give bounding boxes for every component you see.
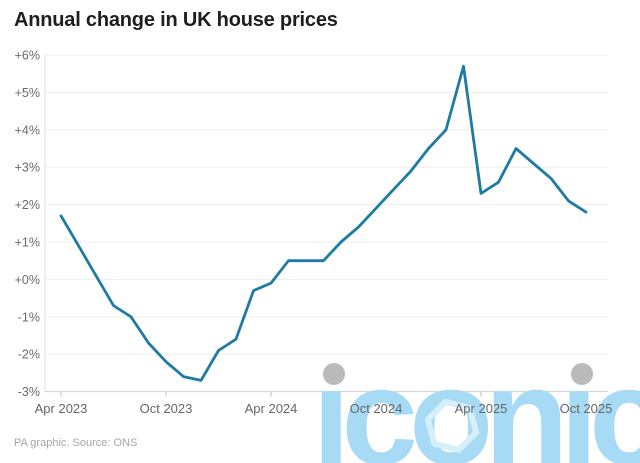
watermark-i-dot-icon	[323, 363, 345, 385]
y-tick-label: -3%	[18, 385, 40, 399]
y-tick-label: +6%	[15, 49, 40, 63]
y-tick-label: -2%	[18, 348, 40, 362]
house-price-line	[59, 64, 588, 382]
chart-title: Annual change in UK house prices	[14, 9, 338, 31]
y-tick-label: +2%	[15, 198, 40, 212]
y-tick-label: +4%	[15, 123, 40, 137]
source-note: PA graphic. Source: ONS	[14, 437, 138, 449]
watermark-hexagon-icon	[424, 398, 480, 454]
watermark-i-dot-icon	[571, 363, 593, 385]
watermark-text: ıconıc	[312, 340, 640, 463]
y-tick-label: +5%	[15, 86, 40, 100]
y-tick-label: +3%	[15, 161, 40, 175]
y-tick-label: +0%	[15, 273, 40, 287]
y-tick-label: -1%	[18, 310, 40, 324]
y-tick-label: +1%	[15, 236, 40, 250]
